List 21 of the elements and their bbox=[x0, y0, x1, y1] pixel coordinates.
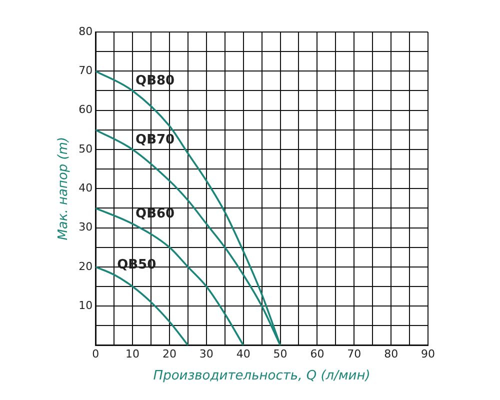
x-tick-label: 20 bbox=[162, 348, 176, 361]
x-tick-label: 80 bbox=[384, 348, 398, 361]
x-tick-label: 50 bbox=[273, 348, 288, 361]
y-tick-label: 30 bbox=[78, 220, 93, 234]
x-tick-label: 90 bbox=[421, 348, 435, 361]
y-tick-label: 80 bbox=[78, 24, 93, 38]
x-axis-title: Производительность, Q (л/мин) bbox=[153, 368, 370, 384]
y-axis-title: Мак. напор (m) bbox=[56, 136, 72, 240]
y-tick-label: 70 bbox=[78, 64, 93, 78]
x-tick-label: 10 bbox=[126, 348, 140, 361]
y-tick-label: 40 bbox=[78, 181, 93, 194]
x-tick-label: 30 bbox=[199, 348, 214, 361]
x-tick-label: 70 bbox=[347, 348, 362, 361]
y-tick-label: 20 bbox=[78, 260, 93, 273]
x-tick-label: 0 bbox=[92, 348, 100, 361]
x-tick-label: 60 bbox=[310, 348, 324, 361]
y-tick-label: 10 bbox=[78, 298, 93, 312]
x-tick-label: 40 bbox=[236, 348, 250, 361]
line-series bbox=[96, 207, 244, 346]
y-tick-label: 60 bbox=[78, 103, 93, 116]
y-tick-label: 50 bbox=[78, 142, 93, 156]
